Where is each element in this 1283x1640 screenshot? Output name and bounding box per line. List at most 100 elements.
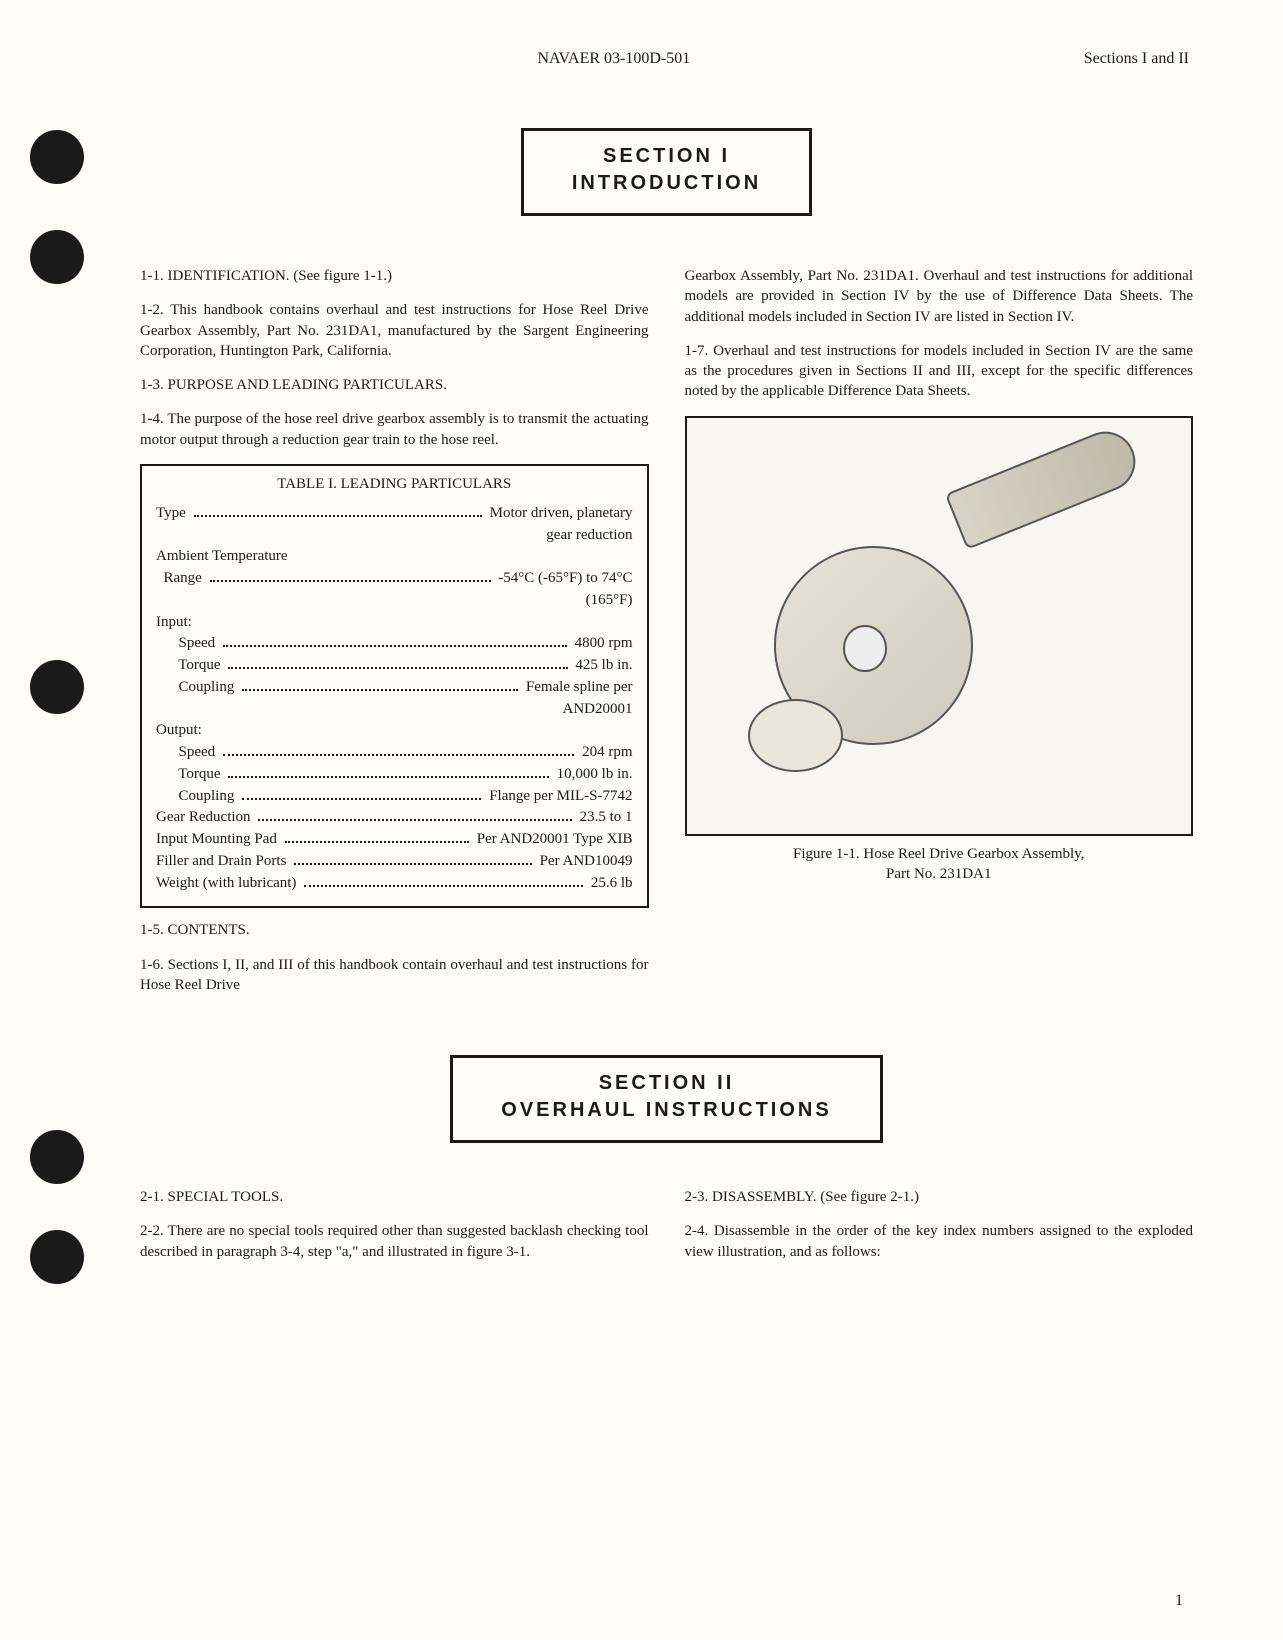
spec-label: Gear Reduction: [156, 807, 254, 829]
table-row: Weight (with lubricant) 25.6 lb: [156, 873, 633, 895]
spec-label: Torque: [156, 655, 224, 677]
spec-value: 425 lb in.: [572, 655, 633, 677]
spec-leader-dots: [304, 885, 583, 887]
spec-value: Female spline per: [522, 677, 632, 699]
spec-label: Output:: [156, 720, 202, 742]
spec-label: Range: [156, 568, 206, 590]
spec-leader-dots: [258, 819, 572, 821]
section-1-banner-line1: SECTION I: [572, 145, 761, 168]
table-row: Torque 10,000 lb in.: [156, 764, 633, 786]
para-2-2: 2-2. There are no special tools required…: [140, 1221, 649, 1262]
spec-value: -54°C (-65°F) to 74°C: [495, 568, 633, 590]
spec-label: Weight (with lubricant): [156, 873, 300, 895]
spec-value: 4800 rpm: [571, 633, 633, 655]
spec-value: Per AND10049: [536, 851, 633, 873]
section-1-columns: 1-1. IDENTIFICATION. (See figure 1-1.) 1…: [140, 266, 1193, 995]
punch-hole: [30, 660, 84, 714]
para-1-2: 1-2. This handbook contains overhaul and…: [140, 300, 649, 361]
section-1-banner-line2: INTRODUCTION: [572, 172, 761, 195]
punch-hole: [30, 1130, 84, 1184]
spec-leader-dots: [294, 863, 532, 865]
spec-value: Motor driven, planetary: [486, 503, 633, 525]
figure-caption-line2: Part No. 231DA1: [685, 864, 1194, 884]
table-row: Speed 204 rpm: [156, 742, 633, 764]
para-1-6a: 1-6. Sections I, II, and III of this han…: [140, 955, 649, 996]
table-row: Coupling Female spline per: [156, 677, 633, 699]
punch-hole: [30, 130, 84, 184]
punch-hole: [30, 1230, 84, 1284]
table-1-body: Type Motor driven, planetarygear reducti…: [156, 503, 633, 895]
section-2-banner-wrap: SECTION II OVERHAUL INSTRUCTIONS: [140, 1055, 1193, 1143]
para-1-5: 1-5. CONTENTS.: [140, 920, 649, 940]
spec-value: 204 rpm: [578, 742, 632, 764]
table-row: Ambient Temperature: [156, 546, 633, 568]
para-1-3: 1-3. PURPOSE AND LEADING PARTICULARS.: [140, 375, 649, 395]
para-1-4: 1-4. The purpose of the hose reel drive …: [140, 409, 649, 450]
section-1-left-col: 1-1. IDENTIFICATION. (See figure 1-1.) 1…: [140, 266, 649, 995]
spec-label: Input Mounting Pad: [156, 829, 281, 851]
spec-leader-dots: [223, 754, 574, 756]
spec-label: Type: [156, 503, 190, 525]
spec-leader-dots: [285, 841, 469, 843]
section-2-banner-line1: SECTION II: [501, 1072, 831, 1095]
table-row: Type Motor driven, planetary: [156, 503, 633, 525]
spec-leader-dots: [242, 798, 481, 800]
spec-value: 25.6 lb: [587, 873, 632, 895]
para-2-1: 2-1. SPECIAL TOOLS.: [140, 1187, 649, 1207]
figure-1-1-box: [685, 416, 1194, 836]
spec-value: Flange per MIL-S-7742: [485, 786, 632, 808]
section-1-right-col: Gearbox Assembly, Part No. 231DA1. Overh…: [685, 266, 1194, 995]
section-2-banner-line2: OVERHAUL INSTRUCTIONS: [501, 1099, 831, 1122]
spec-value-continued: AND20001: [156, 699, 633, 721]
page: NAVAER 03-100D-501 Sections I and II SEC…: [0, 0, 1283, 1640]
spec-leader-dots: [242, 689, 518, 691]
spec-label: Ambient Temperature: [156, 546, 288, 568]
spec-label: Coupling: [156, 677, 238, 699]
spec-value-continued: gear reduction: [156, 525, 633, 547]
section-2-left-col: 2-1. SPECIAL TOOLS. 2-2. There are no sp…: [140, 1187, 649, 1276]
table-row: Gear Reduction 23.5 to 1: [156, 807, 633, 829]
punch-hole: [30, 230, 84, 284]
table-row: Coupling Flange per MIL-S-7742: [156, 786, 633, 808]
table-row: Filler and Drain Ports Per AND10049: [156, 851, 633, 873]
para-2-3: 2-3. DISASSEMBLY. (See figure 2-1.): [685, 1187, 1194, 1207]
header-sections: Sections I and II: [1084, 50, 1189, 68]
spec-label: Input:: [156, 612, 192, 634]
section-2-right-col: 2-3. DISASSEMBLY. (See figure 2-1.) 2-4.…: [685, 1187, 1194, 1276]
spec-label: Coupling: [156, 786, 238, 808]
para-1-1: 1-1. IDENTIFICATION. (See figure 1-1.): [140, 266, 649, 286]
figure-1-1-caption: Figure 1-1. Hose Reel Drive Gearbox Asse…: [685, 844, 1194, 885]
para-1-6b: Gearbox Assembly, Part No. 231DA1. Overh…: [685, 266, 1194, 327]
doc-number: NAVAER 03-100D-501: [537, 50, 690, 68]
spec-leader-dots: [223, 645, 567, 647]
table-row: Range -54°C (-65°F) to 74°C: [156, 568, 633, 590]
section-1-banner-wrap: SECTION I INTRODUCTION: [140, 128, 1193, 216]
spec-label: Filler and Drain Ports: [156, 851, 290, 873]
spec-value: Per AND20001 Type XIB: [473, 829, 633, 851]
spec-leader-dots: [228, 776, 549, 778]
figure-caption-line1: Figure 1-1. Hose Reel Drive Gearbox Asse…: [685, 844, 1194, 864]
para-2-4: 2-4. Disassemble in the order of the key…: [685, 1221, 1194, 1262]
spec-label: Speed: [156, 742, 219, 764]
table-row: Output:: [156, 720, 633, 742]
table-row: Input:: [156, 612, 633, 634]
page-number: 1: [1175, 1592, 1183, 1610]
section-2-columns: 2-1. SPECIAL TOOLS. 2-2. There are no sp…: [140, 1187, 1193, 1276]
table-1-title: TABLE I. LEADING PARTICULARS: [156, 476, 633, 493]
spec-label: Torque: [156, 764, 224, 786]
spec-leader-dots: [194, 515, 482, 517]
spec-value-continued: (165°F): [156, 590, 633, 612]
table-row: Torque 425 lb in.: [156, 655, 633, 677]
table-1: TABLE I. LEADING PARTICULARS Type Motor …: [140, 464, 649, 909]
spec-leader-dots: [210, 580, 491, 582]
table-row: Speed 4800 rpm: [156, 633, 633, 655]
page-header: NAVAER 03-100D-501 Sections I and II: [140, 50, 1193, 68]
spec-label: Speed: [156, 633, 219, 655]
spec-leader-dots: [228, 667, 567, 669]
spec-value: 23.5 to 1: [576, 807, 633, 829]
section-1-banner: SECTION I INTRODUCTION: [521, 128, 812, 216]
figure-1-1-illustration: [722, 459, 1156, 792]
table-row: Input Mounting Pad Per AND20001 Type XIB: [156, 829, 633, 851]
para-1-7: 1-7. Overhaul and test instructions for …: [685, 341, 1194, 402]
section-2-banner: SECTION II OVERHAUL INSTRUCTIONS: [450, 1055, 882, 1143]
